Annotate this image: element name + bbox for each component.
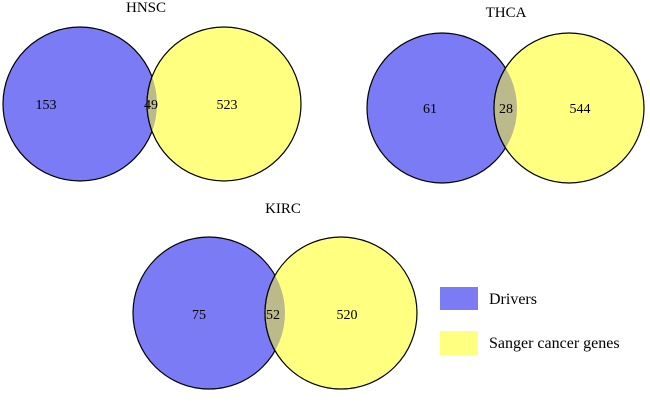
legend-swatch-sanger	[440, 331, 478, 355]
overlap-count: 49	[144, 98, 158, 113]
sanger-only-count: 544	[570, 102, 591, 117]
drivers-circle	[132, 236, 286, 390]
venn-panel-thca: THCA 61 28 544	[366, 5, 645, 184]
panel-title: HNSC	[126, 0, 166, 16]
overlap-region	[146, 27, 157, 181]
panel-title: THCA	[486, 5, 527, 21]
legend-label-sanger: Sanger cancer genes	[489, 335, 620, 352]
legend-swatch-drivers	[440, 287, 478, 310]
drivers-circle	[2, 26, 158, 182]
overlap-count: 52	[266, 308, 280, 323]
sanger-only-count: 520	[337, 308, 358, 323]
drivers-only-count: 153	[36, 98, 57, 113]
overlap-count: 28	[499, 102, 513, 117]
venn-panel-hnsc: HNSC 153 49 523	[2, 0, 302, 182]
overlap-region	[264, 237, 285, 389]
venn-panel-kirc: KIRC 75 52 520	[132, 201, 418, 390]
overlap-region	[493, 33, 517, 183]
panel-title: KIRC	[265, 201, 301, 217]
sanger-only-count: 523	[217, 98, 238, 113]
legend: Drivers Sanger cancer genes	[440, 287, 620, 355]
legend-label-drivers: Drivers	[489, 291, 537, 308]
drivers-only-count: 61	[423, 102, 437, 117]
drivers-only-count: 75	[192, 308, 206, 323]
